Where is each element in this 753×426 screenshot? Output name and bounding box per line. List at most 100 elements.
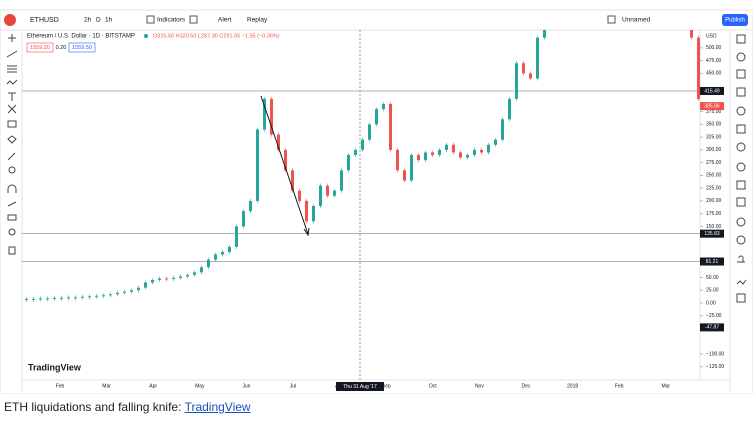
chats[interactable]: [736, 162, 746, 172]
lock-tool[interactable]: [7, 214, 17, 221]
layout-name[interactable]: Unnamed: [622, 17, 651, 24]
caption-text: ETH liquidations and falling knife:: [4, 400, 185, 414]
candle: [396, 149, 399, 171]
arrow-head: [303, 227, 310, 237]
candle: [361, 139, 364, 150]
candle: [403, 170, 406, 181]
candle: [172, 277, 175, 279]
fib-tool[interactable]: [7, 65, 17, 73]
caption-link[interactable]: TradingView: [184, 400, 251, 414]
candle: [347, 155, 350, 171]
streams[interactable]: [736, 142, 746, 152]
x-tick-label: Nov: [475, 383, 484, 389]
sell-button[interactable]: [26, 42, 54, 53]
y-tick-label: 175.00: [706, 211, 722, 217]
candle: [529, 73, 532, 79]
visibility-tool[interactable]: [8, 228, 16, 236]
candle: [319, 185, 322, 207]
interval[interactable]: D: [96, 17, 101, 24]
notifications[interactable]: [737, 255, 745, 263]
indicators-button[interactable]: Indicators: [157, 17, 186, 24]
candle: [697, 37, 700, 99]
candle: [270, 98, 273, 135]
sell-price[interactable]: 1559.20: [30, 45, 50, 51]
caption: ETH liquidations and falling knife: Trad…: [4, 400, 251, 414]
price-badge: [700, 86, 724, 95]
y-tick-label: 300.00: [706, 147, 722, 153]
interval[interactable]: 1h: [105, 17, 113, 24]
replay-button[interactable]: Replay: [247, 17, 268, 24]
crosshair-tool[interactable]: [8, 34, 16, 42]
candle: [39, 298, 42, 300]
watchlist[interactable]: [736, 34, 746, 44]
candle: [515, 63, 518, 99]
buy-button[interactable]: [68, 42, 96, 53]
publish-button[interactable]: [722, 14, 748, 26]
y-tick-label: 325.00: [706, 134, 722, 140]
pattern-tool[interactable]: [6, 79, 18, 85]
avatar[interactable]: [4, 14, 16, 26]
trendline-tool[interactable]: [6, 50, 18, 58]
y-tick-label: 50.00: [706, 275, 719, 281]
ideas[interactable]: [736, 124, 746, 134]
interval[interactable]: 2h: [84, 17, 92, 24]
y-tick-label: 475.00: [706, 58, 722, 64]
y-tick-label: 250.00: [706, 173, 722, 179]
calendar[interactable]: [736, 106, 746, 116]
layout-icon[interactable]: [189, 15, 198, 24]
screener[interactable]: [736, 180, 746, 190]
hotlist[interactable]: [736, 87, 746, 97]
price-badge-label: 81.21: [706, 259, 719, 265]
candle: [137, 287, 140, 291]
favorite-tool[interactable]: [7, 135, 17, 144]
candle: [158, 278, 161, 280]
broadcast[interactable]: [736, 235, 746, 245]
y-tick-label: 275.00: [706, 160, 722, 166]
logo: TradingView: [28, 362, 82, 372]
candle: [417, 155, 420, 161]
candle: [473, 149, 476, 155]
candle: [249, 200, 252, 212]
buy-price[interactable]: 1559.50: [72, 45, 92, 51]
trading[interactable]: [736, 279, 747, 285]
data-window[interactable]: [736, 69, 746, 79]
candle: [109, 294, 112, 296]
brush-tool[interactable]: [7, 152, 16, 161]
legend-title: Ethereum / U.S. Dollar · 1D · BITSTAMP: [27, 34, 135, 40]
x-tick-label: Sep: [382, 383, 391, 389]
help[interactable]: [736, 293, 746, 303]
candle: [326, 185, 329, 196]
trash-tool[interactable]: [8, 246, 16, 255]
zoom-tool[interactable]: [8, 166, 16, 174]
candle: [165, 278, 168, 280]
candle: [354, 149, 357, 155]
candle: [459, 152, 462, 158]
candle: [179, 276, 182, 278]
candle: [228, 246, 231, 252]
text-tool[interactable]: [8, 92, 16, 101]
y-tick-label: −125.00: [706, 364, 724, 370]
publish-label[interactable]: Publish: [725, 18, 745, 24]
ideas-stream[interactable]: [736, 217, 746, 227]
candle: [60, 297, 63, 299]
measure-tool[interactable]: [7, 120, 17, 128]
magnet-tool[interactable]: [7, 184, 17, 193]
market-status: [144, 34, 148, 38]
alerts[interactable]: [736, 52, 746, 62]
alert-button[interactable]: Alert: [218, 17, 232, 24]
symbol[interactable]: ETHUSD: [30, 17, 59, 24]
candle: [410, 155, 413, 181]
candle: [88, 296, 91, 298]
candle: [333, 190, 336, 196]
price-badge-label: 415.49: [704, 88, 720, 94]
candle: [53, 297, 56, 299]
candle: [536, 37, 539, 79]
candle: [144, 282, 147, 288]
candle: [424, 152, 427, 161]
calendar-2[interactable]: [736, 197, 746, 207]
candle: [431, 152, 434, 155]
layout-checkbox[interactable]: [607, 15, 616, 24]
projection-tool[interactable]: [7, 104, 17, 114]
crosshair-label: Thu 31 Aug '17: [343, 384, 377, 390]
lock-draw-tool[interactable]: [7, 201, 17, 207]
